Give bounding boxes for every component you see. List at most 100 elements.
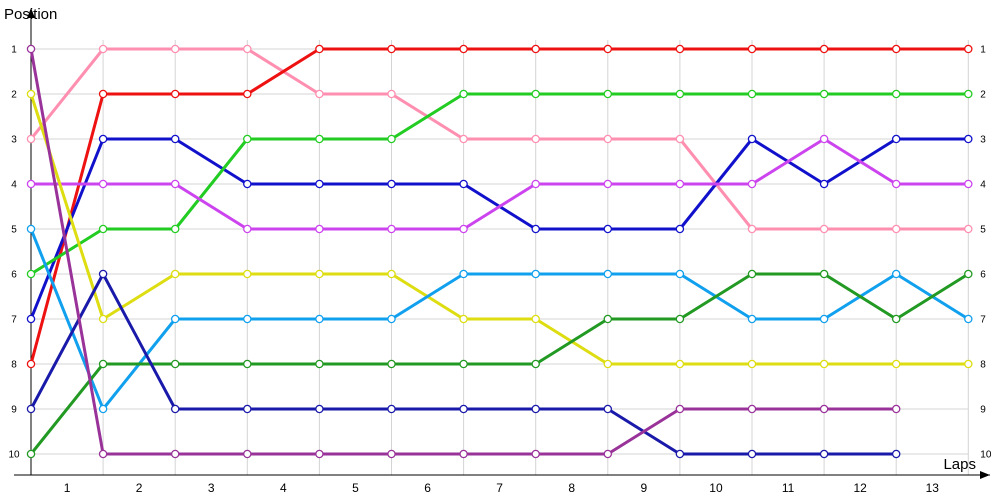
y-axis-arrow (27, 8, 35, 18)
series-point (315, 224, 324, 234)
series-point (315, 449, 324, 459)
series-point (531, 449, 540, 459)
series-point (98, 134, 108, 144)
series-point (819, 449, 829, 459)
series-point (98, 89, 108, 99)
series-point (531, 44, 540, 54)
series-point (315, 269, 324, 279)
series-point (98, 404, 108, 414)
series-point (459, 449, 468, 459)
y-tick-label: 4 (11, 180, 17, 191)
series-point (675, 269, 685, 279)
series-point (170, 404, 180, 414)
x-tick-label: 9 (641, 481, 648, 495)
series-line (29, 92, 970, 276)
series-line (29, 47, 970, 366)
series-point (315, 134, 324, 144)
series-point (747, 134, 757, 144)
series-point (603, 314, 613, 324)
x-axis-arrow (980, 471, 990, 479)
series-point (26, 314, 36, 324)
x-tick-label: 11 (782, 481, 795, 495)
series-point (964, 269, 973, 279)
series-point (747, 179, 757, 189)
series-point (26, 359, 36, 369)
series-point (531, 269, 540, 279)
series-point (891, 134, 901, 144)
series-point (170, 314, 180, 324)
x-tick-label: 13 (926, 481, 940, 495)
series-point (98, 359, 108, 369)
series-point (675, 404, 685, 414)
series-point (170, 179, 180, 189)
series-point (315, 404, 324, 414)
series-point (26, 89, 36, 99)
series-point (26, 449, 36, 459)
series-point (459, 89, 468, 99)
y-tick-label: 6 (11, 270, 17, 281)
series-point (964, 44, 973, 54)
series-point (891, 314, 901, 324)
series-point (891, 89, 901, 99)
series-point (675, 44, 685, 54)
series-point (387, 314, 396, 324)
y-tick-label: 1 (11, 45, 17, 56)
series-point (964, 134, 973, 144)
x-tick-label: 8 (568, 481, 575, 495)
y-tick-label-right: 4 (980, 180, 986, 191)
series-point (819, 404, 829, 414)
series-point (747, 449, 757, 459)
x-tick-label: 3 (208, 481, 215, 495)
x-tick-label: 10 (709, 481, 723, 495)
series-point (891, 44, 901, 54)
series-point (459, 224, 468, 234)
series-point (387, 404, 396, 414)
x-tick-label: 2 (136, 481, 143, 495)
series-point (26, 224, 36, 234)
series-point (747, 269, 757, 279)
series-point (459, 269, 468, 279)
series-point (26, 134, 36, 144)
y-tick-label: 10 (8, 450, 20, 461)
series-point (98, 179, 108, 189)
series-point (819, 44, 829, 54)
series-point (603, 134, 613, 144)
y-tick-label: 5 (11, 225, 17, 236)
series-point (603, 44, 613, 54)
y-tick-label: 7 (11, 315, 17, 326)
series-point (531, 224, 540, 234)
series-point (603, 179, 613, 189)
y-axis-title: Position (4, 6, 58, 23)
series-point (387, 224, 396, 234)
series-point (387, 359, 396, 369)
series-point (98, 224, 108, 234)
series-point (603, 89, 613, 99)
series-point (315, 89, 324, 99)
y-tick-label-right: 6 (980, 270, 986, 281)
series-point (170, 224, 180, 234)
series-point (170, 449, 180, 459)
series-point (531, 404, 540, 414)
series-point (387, 44, 396, 54)
series-point (964, 224, 973, 234)
series-line (29, 92, 970, 366)
series-point (243, 449, 252, 459)
series-point (675, 89, 685, 99)
series-point (315, 44, 324, 54)
series-point (675, 359, 685, 369)
y-tick-label: 9 (11, 405, 17, 416)
series-point (98, 269, 108, 279)
series-point (531, 314, 540, 324)
x-tick-label: 4 (280, 481, 287, 495)
x-tick-label: 7 (496, 481, 503, 495)
series-point (891, 224, 901, 234)
series-point (459, 404, 468, 414)
series-point (819, 269, 829, 279)
series-point (243, 44, 252, 54)
series-point (387, 89, 396, 99)
series-point (170, 269, 180, 279)
series-point (891, 449, 901, 459)
series-point (891, 179, 901, 189)
series-point (26, 179, 36, 189)
series-point (747, 89, 757, 99)
